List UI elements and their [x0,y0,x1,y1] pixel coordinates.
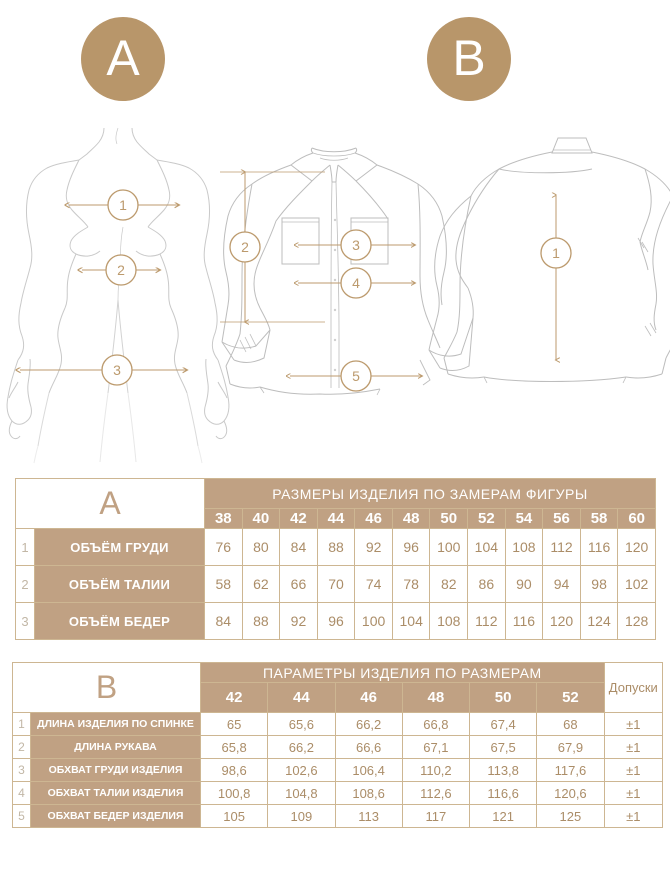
svg-text:2: 2 [241,239,249,255]
svg-text:4: 4 [352,275,360,291]
svg-text:5: 5 [352,368,360,384]
svg-text:1: 1 [552,245,560,261]
svg-text:3: 3 [352,237,360,253]
